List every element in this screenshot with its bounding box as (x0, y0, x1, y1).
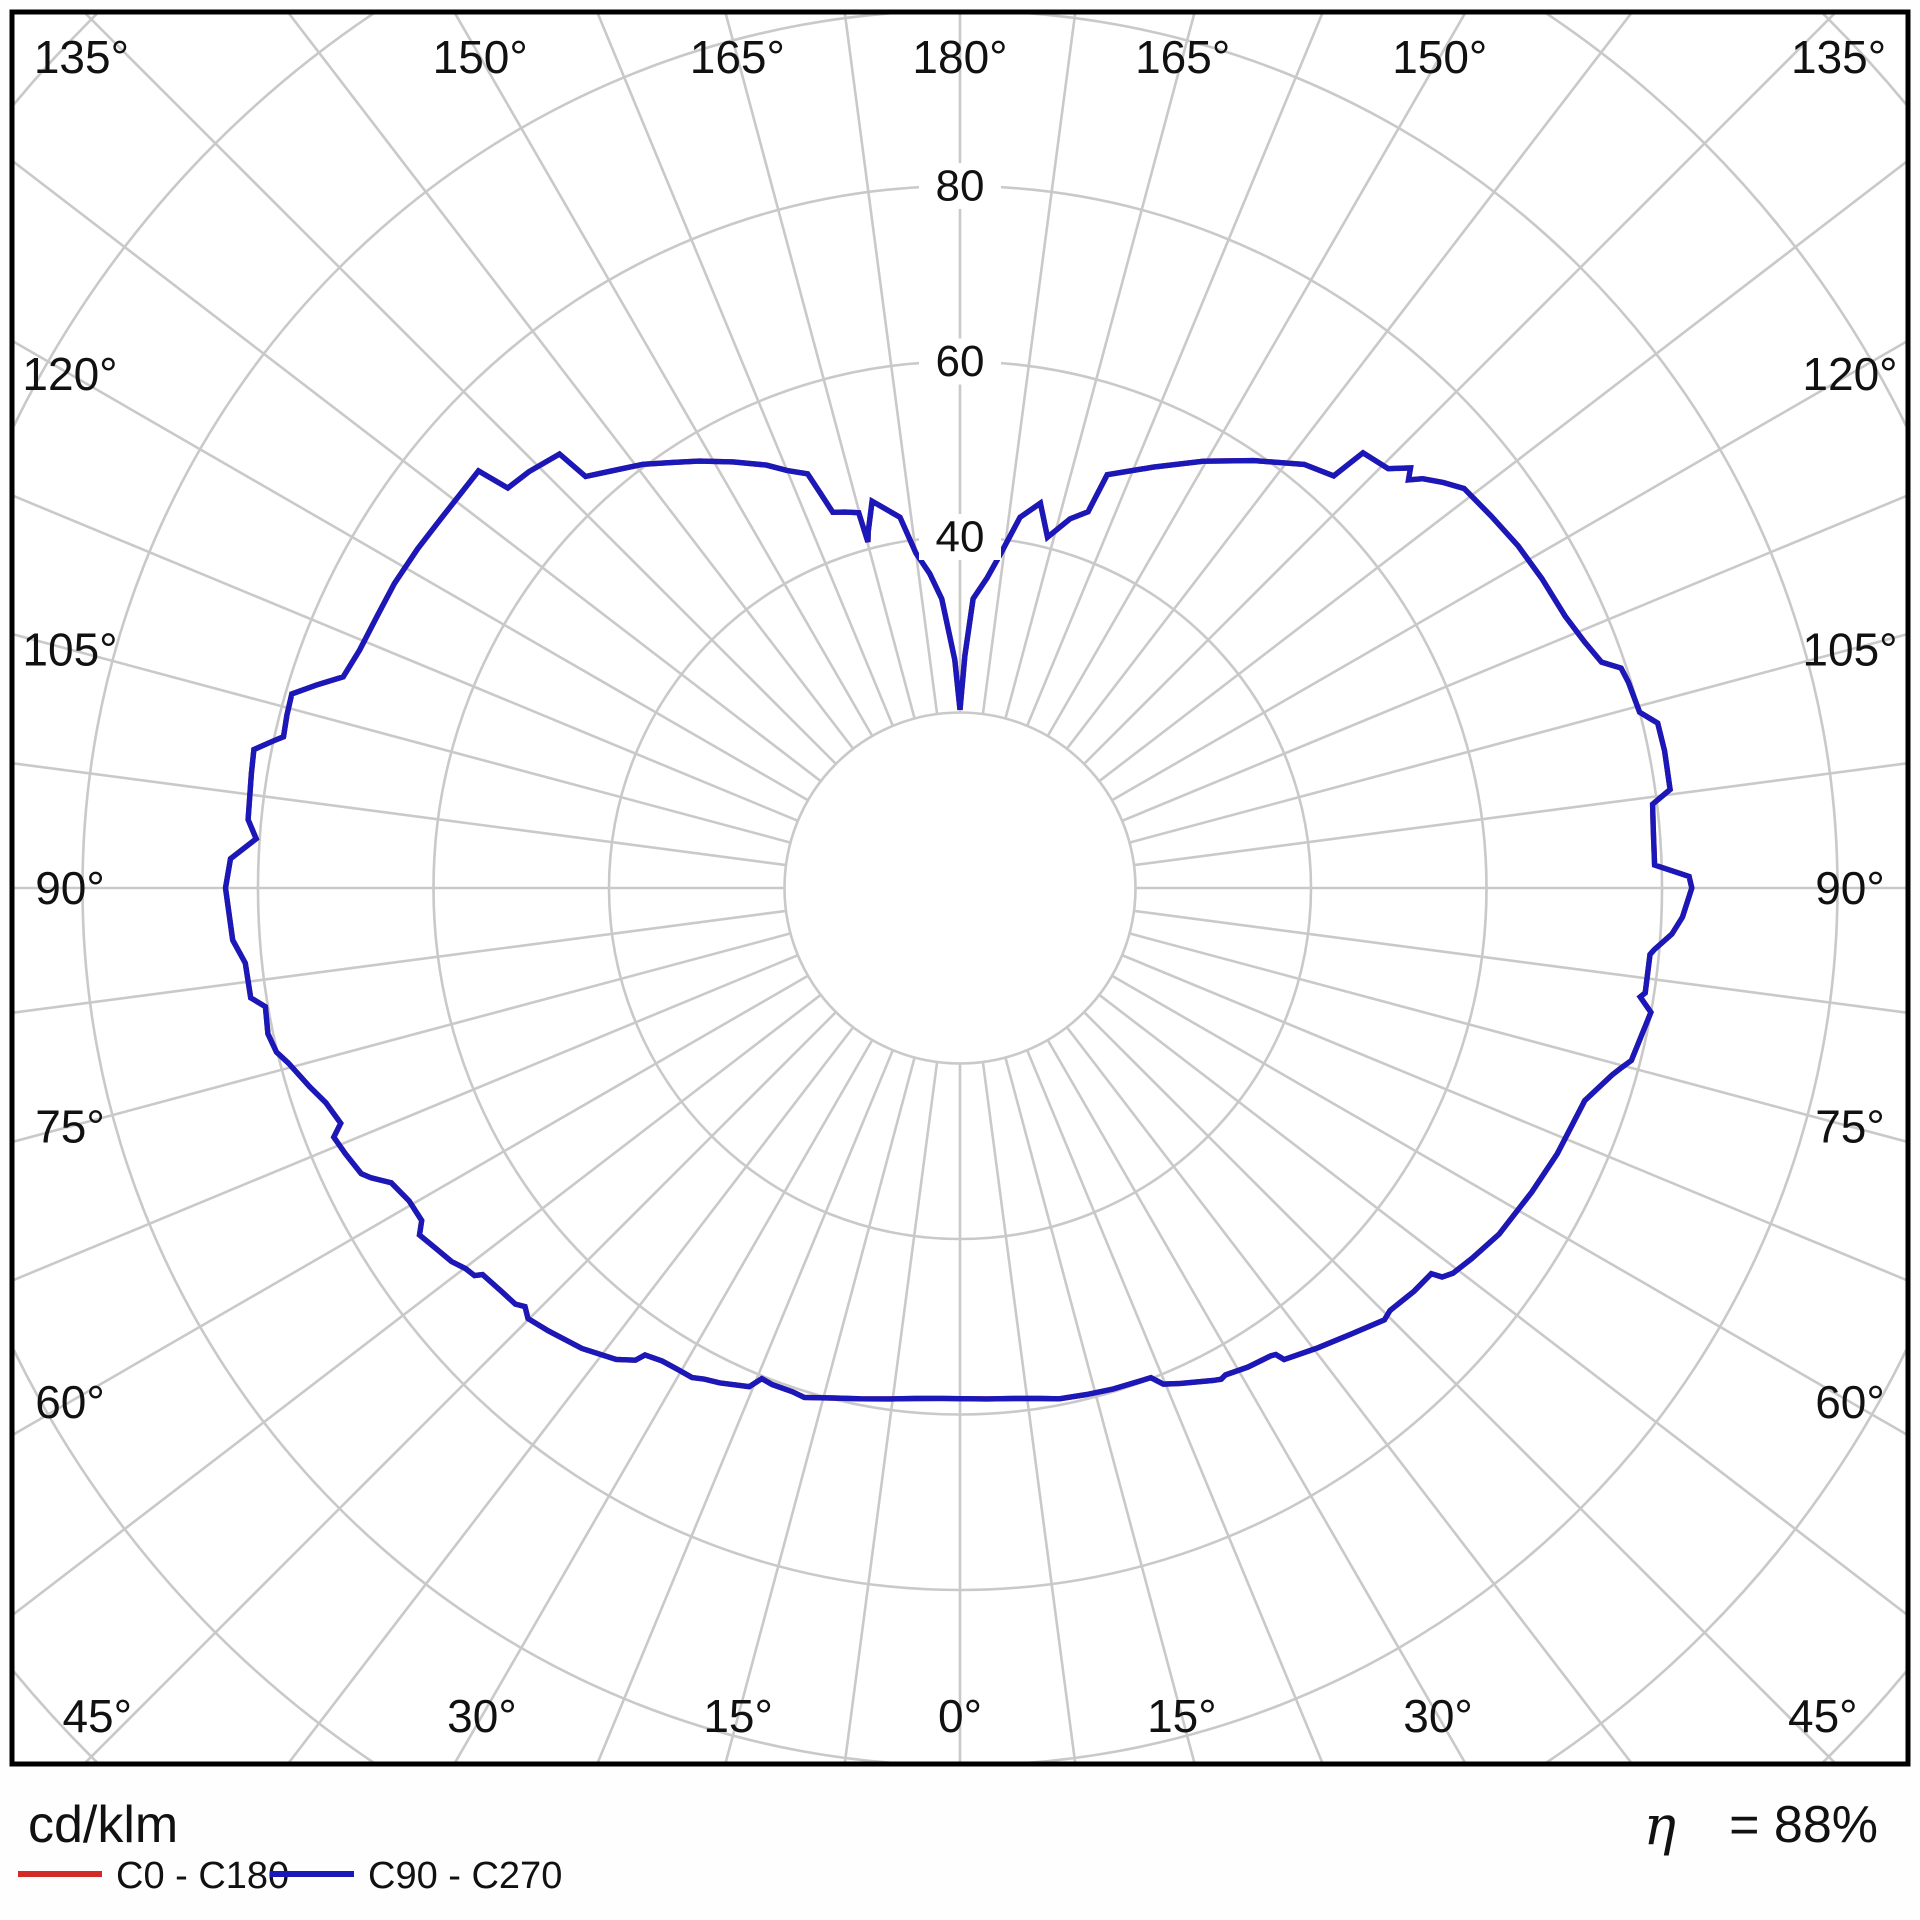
polar-grid-spoke (453, 1039, 874, 1762)
polar-grid-spoke (84, 14, 837, 765)
polar-grid-spoke (1083, 14, 1836, 765)
angle-label: 75° (1815, 1100, 1885, 1152)
angle-label: 165° (1135, 31, 1230, 83)
polar-grid-spoke (14, 974, 809, 1436)
angle-label: 45° (1788, 1690, 1858, 1742)
angle-label: 90° (35, 862, 105, 914)
angle-label: 45° (62, 1690, 132, 1742)
legend-label-c0: C0 - C180 (116, 1855, 289, 1897)
polar-grid-spoke (1025, 14, 1324, 727)
polar-grid-spoke (14, 932, 791, 1143)
polar-grid-spoke (14, 633, 791, 844)
units-label: cd/klm (28, 1796, 178, 1854)
angle-label: 30° (1403, 1690, 1473, 1742)
polar-grid-spoke (453, 14, 874, 737)
polar-grid-spoke (1133, 909, 1906, 1014)
radial-tick-label: 40 (936, 513, 985, 562)
angle-label: 150° (1392, 31, 1487, 83)
polar-grid-spoke (1121, 494, 1906, 823)
angle-label: 60° (35, 1376, 105, 1428)
angle-label: 120° (1802, 348, 1897, 400)
eta-icon: η (1644, 1794, 1676, 1857)
tick-label-mask (919, 163, 1001, 209)
angle-labels: 180° 165° 165° 150° 150° 135° 135° 120° 120° 105°… (22, 31, 1897, 1742)
polar-grid-spoke (596, 14, 895, 727)
angle-label: 30° (447, 1690, 517, 1742)
efficiency-value: = 88% (1729, 1796, 1878, 1854)
polar-grid-spoke (84, 1011, 837, 1762)
polar-grid-spoke (1121, 953, 1906, 1282)
polar-grid-spoke (1098, 160, 1906, 783)
angle-label: 105° (22, 624, 117, 676)
angle-label: 15° (703, 1690, 773, 1742)
angle-label: 0° (938, 1690, 982, 1742)
polar-grid-spoke (14, 494, 799, 823)
polar-grid-spoke (1065, 1026, 1633, 1762)
polar-grid-spoke (1065, 14, 1633, 750)
radial-tick-labels: 40 60 80 (919, 162, 1001, 562)
angle-label: 150° (433, 31, 528, 83)
polar-grid-spoke (14, 953, 799, 1282)
curve-c90-c270 (222, 449, 1695, 1402)
polar-grid-spoke (596, 1049, 895, 1762)
angle-label: 165° (690, 31, 785, 83)
polar-grid-spoke (1046, 1039, 1467, 1762)
legend-label-c90: C90 - C270 (368, 1855, 562, 1897)
polar-grid-spoke (1133, 762, 1906, 867)
polar-grid-spoke (14, 340, 809, 802)
polar-grid-spoke (1046, 14, 1467, 737)
polar-grid-spoke (14, 160, 822, 783)
angle-label: 180° (912, 31, 1007, 83)
angle-label: 90° (1815, 862, 1885, 914)
polar-grid-spoke (1129, 932, 1906, 1143)
polar-grid-spoke (1025, 1049, 1324, 1762)
polar-grid-spoke (981, 14, 1077, 715)
polar-grid-spoke (1129, 633, 1906, 844)
polar-grid-spoke (843, 14, 939, 715)
polar-grid-spoke (1083, 1011, 1836, 1762)
angle-label: 135° (1791, 31, 1886, 83)
angle-label: 120° (22, 348, 117, 400)
polar-grid-spoke (1111, 974, 1906, 1436)
polar-grid-spoke (14, 993, 822, 1616)
polar-grid-spoke (287, 1026, 855, 1762)
angle-label: 105° (1802, 624, 1897, 676)
angle-label: 15° (1147, 1690, 1217, 1742)
angle-label: 60° (1815, 1376, 1885, 1428)
angle-label: 75° (35, 1100, 105, 1152)
polar-grid-spoke (14, 909, 787, 1014)
polar-grid-spoke (724, 1057, 916, 1762)
plot-border (9, 9, 1911, 1767)
polar-grid-spoke (287, 14, 855, 750)
polar-grid-spoke (981, 1061, 1077, 1762)
polar-grid-spoke (1111, 340, 1906, 802)
radial-tick-label: 80 (936, 162, 985, 211)
legend: C0 - C180 C90 - C270 (18, 1855, 562, 1897)
angle-label: 135° (34, 31, 129, 83)
radial-tick-label: 60 (936, 337, 985, 386)
polar-grid-spoke (1098, 993, 1906, 1616)
polar-grid-spoke (843, 1061, 939, 1762)
tick-label-mask (919, 338, 1001, 385)
tick-label-mask (919, 514, 1001, 560)
polar-grid-spoke (1004, 1057, 1196, 1762)
polar-grid-spoke (14, 762, 787, 867)
